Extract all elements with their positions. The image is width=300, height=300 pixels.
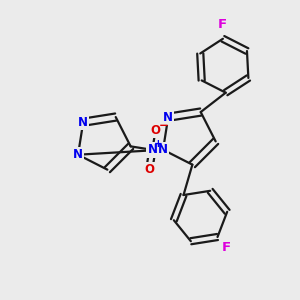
Text: N: N — [147, 143, 158, 156]
Text: −: − — [159, 118, 169, 132]
Text: +: + — [154, 139, 163, 149]
Text: N: N — [158, 143, 168, 156]
Text: O: O — [144, 163, 154, 176]
Text: N: N — [78, 116, 88, 129]
Text: F: F — [218, 18, 227, 31]
Text: F: F — [222, 242, 231, 254]
Text: N: N — [73, 148, 83, 161]
Text: O: O — [151, 124, 160, 136]
Text: N: N — [163, 111, 173, 124]
